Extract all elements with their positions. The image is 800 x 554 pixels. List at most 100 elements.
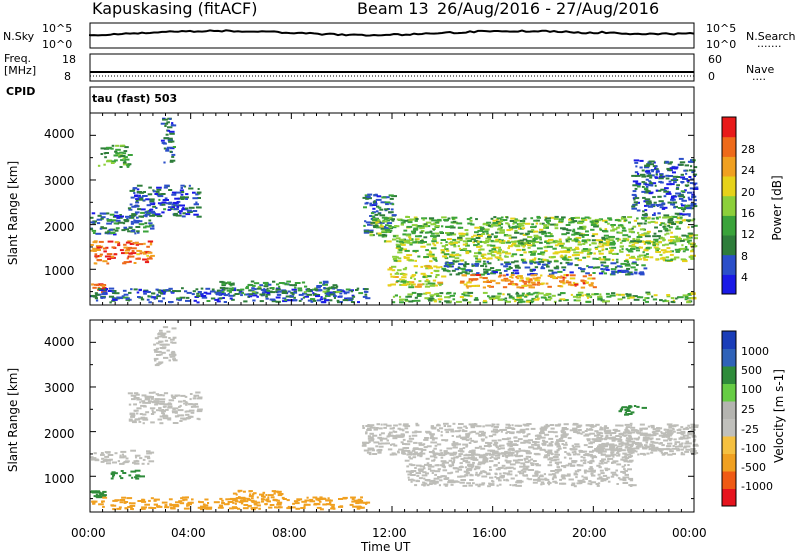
scatter2-cell — [678, 445, 682, 448]
scatter1-cell — [549, 241, 553, 244]
scatter2-cell — [483, 456, 487, 459]
scatter1-cell — [457, 236, 463, 239]
scatter2-cell — [119, 475, 122, 478]
scatter1-cell — [514, 225, 518, 228]
scatter1-cell — [528, 279, 533, 282]
scatter1-cell — [129, 243, 133, 245]
scatter2-cell — [544, 478, 548, 481]
scatter1-cell — [464, 229, 469, 232]
scatter1-cell — [636, 209, 641, 212]
scatter2-cell — [509, 484, 512, 486]
scatter2-cell — [651, 434, 657, 437]
scatter2-cell — [609, 443, 615, 446]
scatter2-cell — [589, 483, 593, 486]
scatter1-cell — [584, 216, 590, 219]
scatter1-cell — [114, 229, 119, 232]
scatter1-cell — [684, 189, 687, 192]
scatter1-cell — [546, 245, 553, 248]
scatter1-cell — [238, 291, 242, 294]
scatter2-cell — [578, 464, 584, 467]
scatter2-cell — [646, 452, 650, 455]
scatter1-cell — [363, 206, 367, 209]
scatter2-cell — [442, 461, 447, 464]
scatter1-cell — [654, 176, 659, 179]
scatter1-cell — [529, 236, 533, 239]
scatter2-cell — [386, 424, 392, 427]
scatter2-cell — [187, 416, 192, 419]
scatter1-cell — [668, 221, 675, 224]
scatter2-cell — [503, 479, 506, 482]
scatter2-cell — [482, 425, 485, 428]
scatter2-cell — [118, 506, 122, 509]
scatter1-cell — [624, 219, 628, 222]
scatter1-cell — [209, 290, 216, 293]
scatter1-cell — [90, 216, 94, 219]
scatter1-cell — [608, 218, 613, 221]
scatter1-cell — [553, 217, 559, 220]
scatter2-cell — [488, 435, 493, 438]
scatter1-cell — [110, 147, 114, 150]
scatter2-cell — [431, 472, 434, 474]
scatter2-cell — [253, 492, 257, 495]
scatter1-cell — [682, 178, 688, 180]
scatter1-cell — [436, 294, 440, 297]
scatter2-cell — [407, 451, 413, 454]
scatter1-cell — [176, 201, 179, 203]
scatter1-cell — [561, 246, 567, 249]
scatter1-cell — [513, 221, 518, 224]
scatter1-cell — [482, 223, 485, 226]
scatter1-cell — [523, 282, 527, 285]
scatter2-cell — [107, 454, 114, 456]
scatter1-cell — [122, 289, 127, 292]
scatter2-cell — [387, 433, 391, 436]
scatter2-cell — [450, 471, 454, 474]
scatter1-cell — [687, 239, 692, 242]
scatter1-cell — [567, 256, 572, 258]
scatter2-cell — [596, 464, 601, 467]
scatter1-cell — [407, 283, 411, 286]
scatter1-cell — [636, 240, 642, 243]
scatter1-cell — [653, 201, 657, 204]
scatter1-cell — [676, 176, 681, 178]
scatter1-cell — [132, 242, 135, 245]
scatter1-cell — [486, 244, 492, 247]
scatter1-cell — [433, 293, 439, 296]
scatter1-cell — [483, 230, 489, 233]
scatter1-cell — [144, 222, 148, 225]
scatter1-cell — [600, 268, 604, 270]
scatter1-cell — [512, 269, 519, 272]
scatter1-cell — [635, 165, 638, 168]
scatter2-cell — [668, 426, 673, 429]
scatter2-cell — [520, 480, 524, 483]
scatter2-cell — [381, 437, 388, 440]
scatter1-cell — [675, 297, 678, 300]
scatter1-cell — [172, 202, 178, 205]
scatter1-cell — [133, 221, 139, 224]
scatter2-cell — [522, 423, 529, 426]
scatter1-cell — [185, 213, 191, 216]
scatter1-cell — [381, 220, 388, 223]
scatter1-cell — [100, 217, 104, 220]
scatter2-cell — [465, 453, 468, 456]
scatter1-cell — [114, 292, 120, 295]
scatter2-cell — [141, 500, 147, 503]
scatter2-cell — [523, 439, 527, 442]
scatter1-cell — [263, 288, 266, 291]
scatter1-cell — [693, 224, 698, 227]
scatter1-cell — [163, 161, 166, 164]
scatter2-cell — [517, 424, 521, 427]
scatter1-cell — [555, 265, 559, 268]
scatter2-cell — [517, 458, 524, 461]
scatter2-cell — [427, 468, 432, 471]
scatter1-cell — [118, 215, 124, 218]
scatter1-cell — [240, 288, 245, 291]
scatter2-cell — [227, 501, 234, 503]
scatter2-cell — [515, 461, 521, 464]
scatter1-cell — [693, 234, 699, 237]
scatter1-cell — [464, 271, 468, 274]
scatter1-cell — [428, 299, 433, 302]
scatter1-cell — [420, 230, 425, 232]
scatter1-cell — [367, 223, 373, 226]
scatter1-cell — [537, 263, 541, 266]
scatter1-cell — [570, 217, 576, 219]
